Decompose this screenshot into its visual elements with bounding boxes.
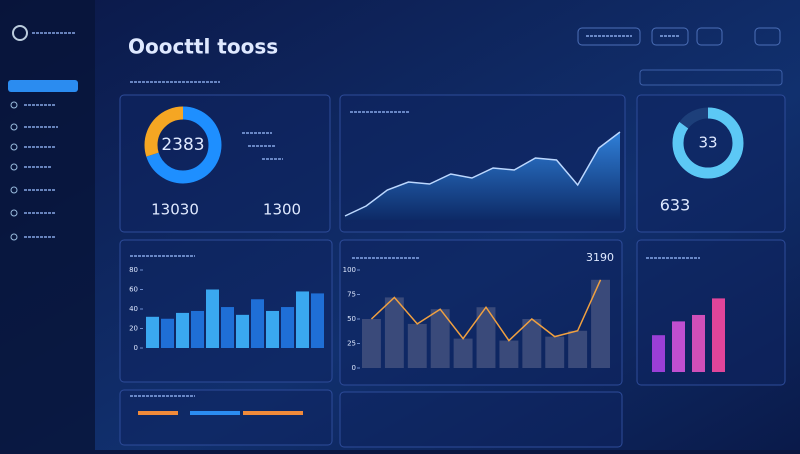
panel [119, 389, 333, 446]
y-tick-label: 0 [134, 344, 138, 352]
bar [311, 293, 324, 348]
page-title: Ooocttl tooss [128, 35, 278, 59]
bar [430, 309, 450, 368]
nav [10, 101, 58, 241]
bar [384, 297, 404, 368]
kpi-value: 1300 [263, 201, 301, 219]
kpi-value: 633 [660, 196, 691, 215]
ring-center: 33 [698, 134, 717, 152]
donut-center: 2383 [161, 135, 204, 155]
bar [146, 316, 159, 348]
bar [545, 336, 565, 368]
bar [176, 312, 189, 348]
bar [522, 319, 542, 368]
bar [206, 289, 219, 348]
bar [191, 310, 204, 348]
chart-corner: 3190 [586, 251, 614, 264]
logo [12, 25, 28, 41]
bar [407, 323, 427, 368]
bar [266, 310, 279, 348]
bar [476, 307, 496, 368]
bar [499, 340, 519, 368]
bar [568, 330, 588, 368]
y-tick-label: 100 [343, 266, 356, 274]
bar [672, 321, 685, 372]
bar [296, 291, 309, 348]
panel [339, 391, 623, 448]
sidebar [0, 0, 95, 450]
panel [636, 94, 786, 233]
y-tick-label: 60 [129, 286, 138, 294]
bar [251, 299, 264, 348]
nav-item-active[interactable] [8, 80, 78, 92]
progress-bar [243, 411, 303, 415]
bar [712, 298, 725, 372]
line [370, 279, 602, 342]
y-tick-label: 0 [352, 364, 356, 372]
bar [591, 279, 610, 368]
bar [652, 335, 665, 372]
progress-bar [138, 411, 178, 415]
bar [236, 314, 249, 348]
bar [281, 307, 294, 348]
y-tick-label: 20 [129, 325, 138, 333]
y-tick-label: 75 [347, 291, 356, 299]
bar [692, 314, 705, 372]
bar [453, 338, 473, 368]
bar [221, 307, 234, 348]
y-tick-label: 80 [129, 266, 138, 274]
kpi-value: 13030 [151, 201, 199, 219]
y-tick-label: 40 [129, 305, 138, 313]
donut-segment [672, 107, 744, 179]
y-tick-label: 25 [347, 340, 356, 348]
tabs[interactable] [639, 69, 783, 86]
bar [161, 318, 174, 348]
panel [119, 94, 331, 233]
area [345, 132, 620, 220]
donut-segment [144, 106, 222, 184]
top-buttons[interactable] [577, 27, 781, 46]
area-line [344, 131, 621, 217]
progress-bar [190, 411, 240, 415]
bar [362, 319, 381, 368]
y-tick-label: 50 [347, 315, 356, 323]
